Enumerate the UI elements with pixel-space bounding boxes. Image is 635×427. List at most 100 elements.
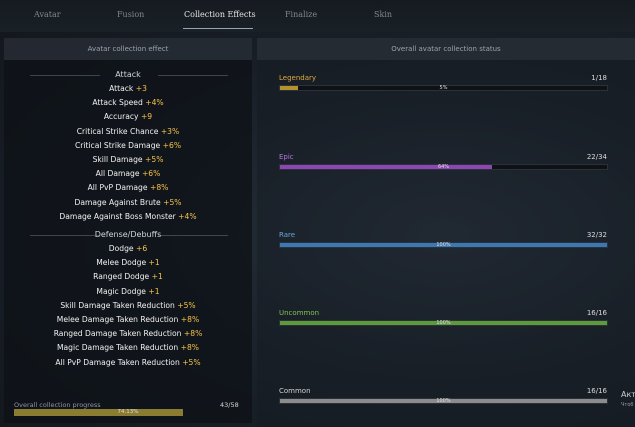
- stat-row: Melee Dodge +1: [4, 258, 252, 267]
- rarity-progress-percent: 100%: [436, 242, 451, 248]
- stat-value: +5%: [177, 300, 196, 310]
- stat-row: Skill Damage +5%: [4, 155, 252, 164]
- stat-value: +3%: [160, 126, 180, 136]
- stat-value: +1: [151, 272, 163, 282]
- stat-value: +6: [136, 244, 148, 253]
- rarity-count: 16/16: [586, 309, 607, 317]
- stat-value: +6%: [162, 140, 182, 150]
- overall-progress-fill: [14, 409, 184, 416]
- rarity-progress-fill: [280, 399, 607, 403]
- overall-progress-percent: 74.13%: [117, 409, 139, 415]
- stat-name: All PvP Damage: [87, 183, 150, 193]
- stat-value: +5%: [182, 357, 201, 367]
- rarity-progress-percent: 100%: [436, 320, 451, 326]
- rarity-row-uncommon: Uncommon 16/16 100%: [279, 309, 609, 329]
- tab-avatar[interactable]: Avatar: [34, 10, 61, 19]
- collection-status-panel: Overall avatar collection status: [257, 38, 635, 427]
- stat-value: +8%: [180, 343, 200, 353]
- section-divider-line: [30, 75, 100, 76]
- stat-value: +6%: [141, 169, 161, 179]
- stat-row: Damage Against Boss Monster +4%: [4, 212, 252, 221]
- stat-value: +3: [135, 84, 147, 93]
- rarity-progress-bar: 100%: [279, 242, 608, 248]
- stat-value: +4%: [145, 98, 164, 108]
- rarity-name: Uncommon: [279, 309, 320, 317]
- stat-row: All PvP Damage Taken Reduction +5%: [4, 358, 252, 367]
- stat-row: Attack +3: [4, 84, 252, 93]
- overall-progress-label: Overall collection progress: [14, 401, 101, 409]
- rarity-count: 16/16: [586, 387, 607, 395]
- tab-finalize[interactable]: Finalize: [285, 10, 318, 19]
- rarity-row-epic: Epic 22/34 64%: [279, 153, 609, 173]
- active-tab-underline: [183, 28, 253, 29]
- stat-name: All PvP Damage Taken Reduction: [55, 357, 183, 367]
- rarity-progress-fill: [280, 321, 607, 325]
- stat-row: Accuracy +9: [4, 112, 252, 121]
- stat-value: +1: [148, 286, 160, 296]
- stat-name: Melee Dodge: [96, 258, 149, 268]
- rarity-progress-percent: 100%: [436, 398, 451, 404]
- rarity-progress-percent: 64%: [437, 164, 450, 170]
- stat-row: Melee Damage Taken Reduction +8%: [4, 315, 252, 324]
- rarity-progress-bar: 64%: [279, 164, 608, 170]
- rarity-progress-fill: [280, 165, 492, 169]
- stat-name: Skill Damage: [92, 155, 145, 164]
- section-title-1: Defense/Debuffs: [94, 230, 162, 239]
- stat-name: All Damage: [95, 169, 142, 179]
- stat-name: Attack Speed: [92, 98, 146, 108]
- stat-name: Damage Against Boss Monster: [59, 211, 179, 221]
- section-divider-line: [30, 235, 100, 236]
- stat-row: Magic Damage Taken Reduction +8%: [4, 343, 252, 352]
- section-divider-line: [158, 75, 228, 76]
- rarity-progress-bar: 100%: [279, 398, 608, 404]
- stat-name: Damage Against Brute: [74, 197, 164, 207]
- stat-value: +5%: [145, 155, 164, 164]
- overall-progress-count: 43/58: [220, 401, 239, 409]
- stat-row: Attack Speed +4%: [4, 98, 252, 107]
- stat-value: +8%: [149, 183, 169, 193]
- rarity-name: Rare: [279, 231, 296, 239]
- rarity-count: 1/18: [591, 74, 607, 82]
- rarity-row-legendary: Legendary 1/18 5%: [279, 74, 609, 94]
- overall-progress-bar: 74.13%: [14, 409, 242, 416]
- stat-row: All Damage +6%: [4, 169, 252, 178]
- rarity-progress-percent: 5%: [439, 85, 448, 91]
- section-title-0: Attack: [115, 70, 141, 79]
- left-panel-header: Avatar collection effect: [4, 38, 252, 60]
- stat-value: +4%: [178, 211, 197, 221]
- stat-value: +1: [148, 258, 160, 268]
- stat-name: Critical Strike Damage: [74, 140, 163, 150]
- stat-row: Critical Strike Damage +6%: [4, 141, 252, 150]
- stat-name: Critical Strike Chance: [76, 126, 161, 136]
- rarity-progress-bar: 100%: [279, 320, 608, 326]
- tab-skin[interactable]: Skin: [374, 10, 393, 19]
- stat-name: Melee Damage Taken Reduction: [56, 315, 181, 324]
- stat-name: Accuracy: [103, 112, 141, 122]
- stat-value: +5%: [163, 197, 182, 207]
- stat-row: Ranged Dodge +1: [4, 272, 252, 281]
- edge-text-sub: Чтоб: [621, 402, 634, 408]
- stat-name: Magic Dodge: [96, 286, 149, 296]
- stat-row: Ranged Damage Taken Reduction +8%: [4, 329, 252, 338]
- stat-row: Critical Strike Chance +3%: [4, 127, 252, 136]
- rarity-progress-fill: [280, 86, 298, 90]
- tab-fusion[interactable]: Fusion: [117, 10, 145, 19]
- tab-collection-effects[interactable]: Collection Effects: [184, 10, 256, 19]
- stat-row: All PvP Damage +8%: [4, 183, 252, 192]
- rarity-count: 32/32: [586, 231, 607, 239]
- stat-row: Dodge +6: [4, 244, 252, 253]
- stat-name: Ranged Dodge: [93, 272, 152, 282]
- top-tab-bar: Avatar Fusion Collection Effects Finaliz…: [0, 0, 635, 32]
- stat-name: Attack: [109, 84, 136, 93]
- rarity-row-common: Common 16/16 100%: [279, 387, 609, 407]
- stat-name: Ranged Damage Taken Reduction: [53, 329, 184, 339]
- stat-value: +8%: [183, 329, 203, 339]
- rarity-row-rare: Rare 32/32 100%: [279, 231, 609, 251]
- stat-row: Skill Damage Taken Reduction +5%: [4, 301, 252, 310]
- rarity-progress-bar: 5%: [279, 85, 608, 91]
- stat-row: Damage Against Brute +5%: [4, 198, 252, 207]
- rarity-count: 22/34: [586, 153, 607, 161]
- stat-value: +8%: [180, 315, 200, 324]
- rarity-name: Epic: [279, 153, 294, 161]
- stat-name: Dodge: [108, 244, 137, 253]
